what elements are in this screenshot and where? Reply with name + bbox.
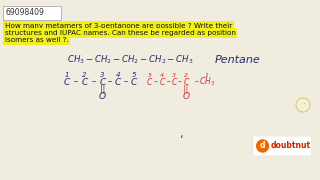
Text: –: –: [178, 78, 182, 87]
Text: C: C: [147, 78, 152, 87]
Text: –: –: [74, 78, 78, 87]
Text: C: C: [115, 78, 121, 87]
Text: 4: 4: [160, 73, 164, 78]
Text: d: d: [260, 141, 265, 150]
Text: 3: 3: [100, 72, 105, 78]
Text: –: –: [91, 78, 96, 87]
Text: –: –: [124, 78, 128, 87]
Text: C: C: [64, 78, 70, 87]
Text: C: C: [131, 78, 137, 87]
Text: –: –: [108, 78, 112, 87]
Text: 1: 1: [204, 73, 209, 78]
Text: ||: ||: [100, 84, 105, 93]
Text: $\mathit{CH_3 - CH_2 - CH_2 - CH_2 - CH_3}$: $\mathit{CH_3 - CH_2 - CH_2 - CH_2 - CH_…: [67, 54, 194, 66]
Text: 1: 1: [65, 72, 69, 78]
Text: C: C: [82, 78, 88, 87]
Text: –: –: [194, 78, 198, 87]
Circle shape: [296, 98, 310, 112]
Text: O: O: [99, 91, 106, 100]
Text: ||: ||: [183, 84, 188, 93]
Text: structures and IUPAC names. Can these be regarded as position: structures and IUPAC names. Can these be…: [5, 30, 236, 36]
Text: How many metamers of 3-pentanone are possible ? Write their: How many metamers of 3-pentanone are pos…: [5, 23, 232, 29]
Text: 3: 3: [172, 73, 176, 78]
Text: ·: ·: [302, 100, 304, 109]
Circle shape: [257, 140, 268, 152]
Text: Pentane: Pentane: [214, 55, 260, 65]
Text: C: C: [99, 78, 105, 87]
Text: isomers as well ?.: isomers as well ?.: [5, 37, 69, 43]
FancyBboxPatch shape: [4, 6, 61, 19]
Text: ‘: ‘: [180, 134, 184, 147]
Text: C: C: [172, 78, 177, 87]
Text: 69098409: 69098409: [6, 8, 45, 17]
Text: 2: 2: [184, 73, 188, 78]
Text: C: C: [183, 78, 188, 87]
FancyBboxPatch shape: [253, 136, 312, 156]
Text: 2: 2: [82, 72, 87, 78]
Text: C: C: [160, 78, 165, 87]
Text: –: –: [154, 78, 158, 87]
Text: $CH_3$: $CH_3$: [198, 76, 215, 88]
Text: doubtnut: doubtnut: [270, 141, 311, 150]
Text: O: O: [182, 91, 189, 100]
Text: 5: 5: [148, 73, 151, 78]
Text: –: –: [166, 78, 170, 87]
Text: 4: 4: [116, 72, 120, 78]
Text: 5: 5: [132, 72, 136, 78]
